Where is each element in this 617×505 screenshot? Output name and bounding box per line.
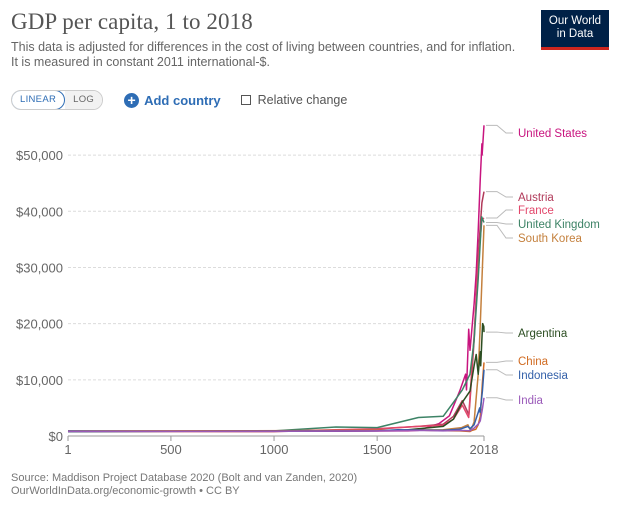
series-line-austria <box>67 191 485 433</box>
y-tick-label: $0 <box>49 429 63 444</box>
relative-change-label: Relative change <box>257 93 348 107</box>
chart-controls: LINEAR LOG + Add country Relative change <box>11 90 347 110</box>
label-connector <box>486 360 513 363</box>
label-connector <box>486 331 513 334</box>
add-country-button[interactable]: + Add country <box>124 92 221 108</box>
series-label: Indonesia <box>518 370 568 382</box>
add-country-label: Add country <box>144 92 221 108</box>
label-connector <box>486 209 513 219</box>
series-label: France <box>518 205 554 217</box>
label-connector <box>486 191 513 198</box>
log-scale-button[interactable]: LOG <box>65 91 103 109</box>
series-label: South Korea <box>518 233 583 245</box>
scale-toggle: LINEAR LOG <box>11 90 104 110</box>
logo-line-2: in Data <box>556 28 594 40</box>
series-line-france <box>67 217 485 432</box>
owid-logo[interactable]: Our World in Data <box>541 10 609 50</box>
series-line-argentina <box>67 322 485 433</box>
x-tick-label: 2018 <box>470 442 499 457</box>
logo-line-1: Our World <box>548 15 602 27</box>
plus-icon: + <box>124 92 140 108</box>
series-label: China <box>518 356 549 368</box>
label-connector <box>486 397 513 401</box>
label-connector <box>486 224 513 239</box>
label-connector <box>486 222 513 225</box>
series-line-indonesia <box>67 369 485 433</box>
series-line-south-korea <box>67 225 485 432</box>
series-label: Austria <box>518 192 554 204</box>
chart-subtitle: This data is adjusted for differences in… <box>11 40 531 70</box>
y-tick-label: $50,000 <box>16 148 63 163</box>
checkbox-icon <box>240 95 251 105</box>
x-tick-label: 1 <box>64 442 71 457</box>
series-line-united-states <box>67 125 485 433</box>
x-tick-label: 1500 <box>363 442 392 457</box>
chart-footer: Source: Maddison Project Database 2020 (… <box>11 472 357 498</box>
source-note: Source: Maddison Project Database 2020 (… <box>11 472 358 484</box>
subtitle-line-2: It is measured in constant 2011 internat… <box>11 55 270 69</box>
linear-scale-button[interactable]: LINEAR <box>12 91 66 109</box>
series-line-china <box>67 362 485 433</box>
x-tick-label: 1000 <box>260 442 289 457</box>
y-tick-label: $10,000 <box>16 373 63 388</box>
label-connector <box>486 369 513 376</box>
series-line-india <box>68 397 485 432</box>
relative-change-checkbox[interactable]: Relative change <box>240 93 348 107</box>
series-label: Argentina <box>518 328 568 340</box>
series-line-united-kingdom <box>68 216 485 432</box>
page-title: GDP per capita, 1 to 2018 <box>11 9 253 34</box>
y-tick-label: $40,000 <box>16 204 63 219</box>
subtitle-line-1: This data is adjusted for differences in… <box>11 40 516 54</box>
series-label: United States <box>518 128 587 140</box>
series-label: India <box>518 395 544 407</box>
y-tick-label: $30,000 <box>16 260 63 275</box>
license-note[interactable]: OurWorldInData.org/economic-growth • CC … <box>11 485 240 497</box>
y-tick-label: $20,000 <box>16 317 63 332</box>
x-tick-label: 500 <box>160 442 182 457</box>
label-connector <box>486 124 513 134</box>
series-label: United Kingdom <box>518 219 600 231</box>
